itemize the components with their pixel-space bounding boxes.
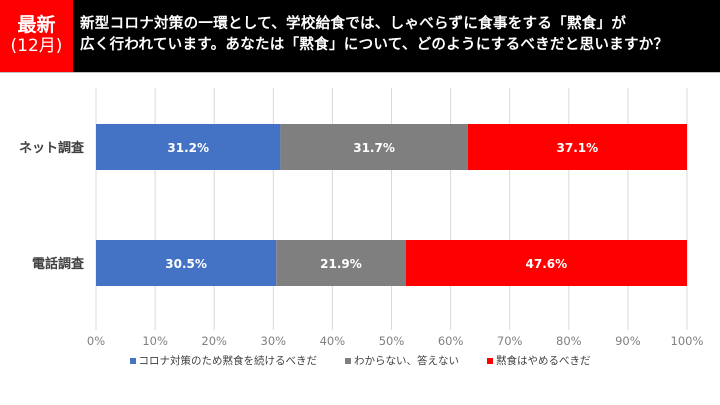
latest-badge: 最新 (12月) — [0, 0, 73, 72]
bar-segment — [96, 240, 277, 286]
bar-segment — [96, 124, 281, 170]
header-banner: 最新 (12月) 新型コロナ対策の一環として、学校給食では、しゃべらずに食事をす… — [0, 0, 720, 72]
legend-swatch-icon — [487, 357, 493, 364]
x-tick-label: 10% — [142, 334, 168, 348]
header-divider — [0, 72, 720, 73]
question-line-1: 新型コロナ対策の一環として、学校給食では、しゃべらずに食事をする「黙食」が — [80, 16, 627, 32]
x-tick-label: 80% — [556, 334, 582, 348]
bar-segment — [276, 240, 406, 286]
category-label: ネット調査 — [19, 140, 85, 156]
x-tick-label: 20% — [201, 334, 227, 348]
data-label: 31.2% — [167, 141, 209, 155]
bar-segment — [280, 124, 468, 170]
data-label: 21.9% — [320, 257, 362, 271]
x-tick-label: 60% — [438, 334, 464, 348]
bar-segment — [405, 240, 687, 286]
question-line-2: 広く行われています。あなたは「黙食」について、どのようにするべきだと思いますか？ — [80, 37, 669, 53]
legend-item: コロナ対策のため黙食を続けるべきだ — [129, 353, 318, 368]
x-tick-label: 40% — [320, 334, 346, 348]
badge-latest-text: 最新 — [17, 14, 56, 37]
x-tick-label: 0% — [87, 334, 105, 348]
badge-month-text: (12月) — [10, 36, 63, 57]
survey-question: 新型コロナ対策の一環として、学校給食では、しゃべらずに食事をする「黙食」が 広く… — [80, 14, 716, 56]
x-tick-label: 70% — [497, 334, 523, 348]
bar-segment — [467, 124, 687, 170]
legend-label: わからない、答えない — [354, 355, 459, 367]
data-label: 47.6% — [526, 257, 568, 271]
legend-swatch-icon — [345, 357, 351, 364]
legend-item: 黙食はやめるべきだ — [487, 353, 591, 368]
x-tick-label: 100% — [671, 334, 704, 348]
chart-legend: コロナ対策のため黙食を続けるべきだ わからない、答えない 黙食はやめるべきだ — [0, 353, 720, 368]
data-label: 30.5% — [165, 257, 207, 271]
legend-item: わからない、答えない — [345, 353, 459, 368]
x-tick-label: 30% — [261, 334, 287, 348]
x-tick-label: 90% — [615, 334, 641, 348]
legend-swatch-icon — [129, 357, 136, 364]
legend-label: 黙食はやめるべきだ — [496, 355, 591, 367]
data-label: 37.1% — [557, 141, 599, 155]
data-label: 31.7% — [353, 141, 395, 155]
category-label: 電話調査 — [32, 256, 85, 272]
x-tick-label: 50% — [379, 334, 405, 348]
legend-label: コロナ対策のため黙食を続けるべきだ — [138, 355, 318, 367]
